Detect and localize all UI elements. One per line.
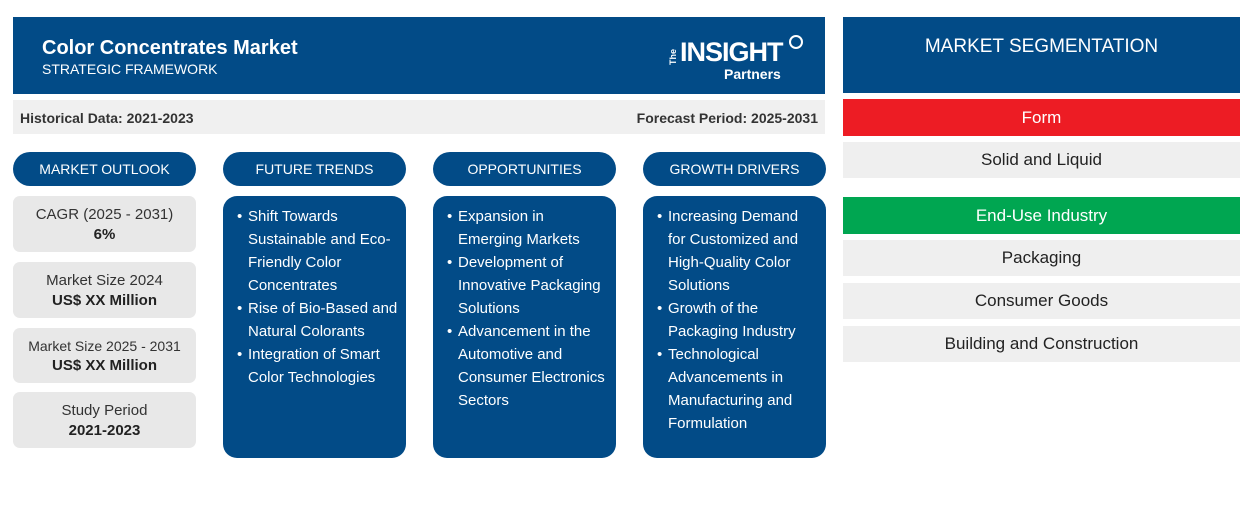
study-period-box: Study Period 2021-2023 [13,392,196,448]
future-trends-header: FUTURE TRENDS [223,152,406,186]
growth-drivers-header: GROWTH DRIVERS [643,152,826,186]
segment-end-use-header: End-Use Industry [843,197,1240,234]
stat-value: 2021-2023 [68,421,141,439]
list-item: Technological Advancements in Manufactur… [657,343,818,435]
segment-form-header: Form [843,99,1240,136]
segment-item: Packaging [843,240,1240,276]
forecast-period: Forecast Period: 2025-2031 [636,110,818,126]
stat-value: 6% [93,225,116,243]
list-item: Increasing Demand for Customized and Hig… [657,205,818,297]
segment-item: Solid and Liquid [843,142,1240,178]
list-item: Shift Towards Sustainable and Eco-Friend… [237,205,398,297]
future-trends-card: Shift Towards Sustainable and Eco-Friend… [223,196,406,458]
market-outlook-header: MARKET OUTLOOK [13,152,196,186]
growth-drivers-card: Increasing Demand for Customized and Hig… [643,196,826,458]
period-bar: Historical Data: 2021-2023 Forecast Peri… [13,100,825,134]
segment-item: Building and Construction [843,326,1240,362]
segment-item: Consumer Goods [843,283,1240,319]
title-banner: Color Concentrates Market STRATEGIC FRAM… [13,17,825,94]
cagr-box: CAGR (2025 - 2031) 6% [13,196,196,252]
stat-label: Market Size 2024 [46,271,163,289]
stat-label: CAGR (2025 - 2031) [35,205,174,223]
stat-value: US$ XX Million [51,356,157,374]
list-item: Expansion in Emerging Markets [447,205,608,251]
list-item: Integration of Smart Color Technologies [237,343,398,389]
historical-data: Historical Data: 2021-2023 [20,110,194,126]
list-item: Rise of Bio-Based and Natural Colorants [237,297,398,343]
list-item: Development of Innovative Packaging Solu… [447,251,608,320]
page-subtitle: STRATEGIC FRAMEWORK [42,61,218,77]
list-item: Growth of the Packaging Industry [657,297,818,343]
segmentation-title: MARKET SEGMENTATION [843,17,1240,93]
stat-label: Study Period [61,401,148,419]
market-size-2024-box: Market Size 2024 US$ XX Million [13,262,196,318]
page-title: Color Concentrates Market [42,37,298,59]
market-size-forecast-box: Market Size 2025 - 2031 US$ XX Million [13,328,196,383]
list-item: Advancement in the Automotive and Consum… [447,320,608,412]
stat-label: Market Size 2025 - 2031 [28,337,181,354]
stat-value: US$ XX Million [51,291,157,309]
opportunities-card: Expansion in Emerging Markets Developmen… [433,196,616,458]
opportunities-header: OPPORTUNITIES [433,152,616,186]
